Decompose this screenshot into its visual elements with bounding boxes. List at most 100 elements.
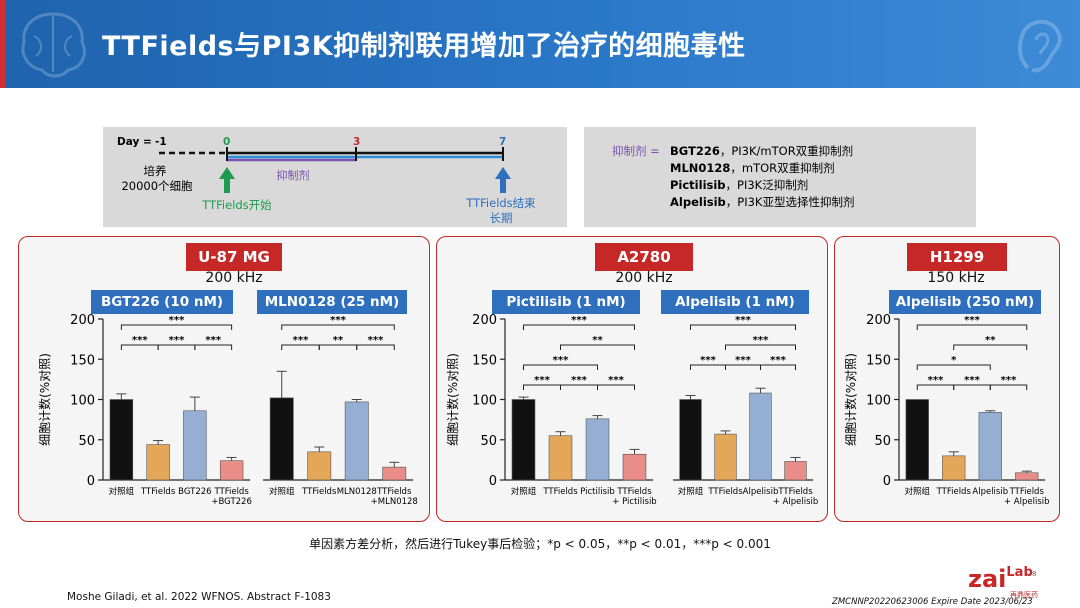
y-tick-label: 50 — [78, 434, 95, 449]
x-tick-label: BGT226 — [178, 487, 211, 497]
significance-bracket — [597, 384, 635, 390]
chart-h1299: 0 50 100 150 200 细胞计数(%对照) 对照组 TTFields Alpelisi… — [843, 313, 1050, 507]
legend-item: MLN0128，mTOR双重抑制剂 — [670, 161, 835, 175]
cell-line-title: A2780 — [595, 243, 693, 271]
bar — [511, 399, 536, 481]
x-tick-label: +BGT226 — [211, 497, 252, 507]
brand-subtitle: 再鼎医药 — [1010, 591, 1038, 599]
significance-bracket — [281, 324, 395, 330]
x-tick-label: + Alpelisib — [773, 497, 819, 507]
bar — [183, 410, 207, 481]
significance-bracket — [916, 364, 991, 370]
bar — [905, 399, 929, 481]
frequency-label: 200 kHz — [205, 270, 263, 286]
y-axis-label: 细胞计数(%对照) — [843, 353, 858, 446]
legend-prefix: 抑制剂 = — [612, 144, 660, 158]
bar — [269, 397, 294, 481]
x-tick-label: Pictilisib — [580, 487, 615, 497]
significance-label: *** — [735, 315, 751, 326]
bar — [978, 412, 1002, 481]
title-banner — [0, 0, 1080, 88]
brand-logo: zaiLab — [968, 565, 1033, 593]
culture-label: 培养 — [144, 164, 167, 178]
drug-label: Pictilisib (1 nM) — [492, 290, 640, 314]
inhibitor-label: 抑制剂 — [277, 168, 310, 182]
drug-label: Alpelisib (250 nM) — [889, 290, 1041, 314]
y-tick-label: 0 — [883, 474, 891, 489]
significance-label: *** — [293, 335, 309, 346]
bar — [679, 399, 702, 481]
page-number: 8 — [1032, 570, 1037, 578]
significance-label: *** — [132, 335, 148, 346]
significance-bracket — [523, 364, 598, 370]
significance-bracket — [120, 324, 233, 330]
significance-label: *** — [330, 315, 346, 326]
bar — [382, 466, 407, 481]
frequency-label: 150 kHz — [927, 270, 985, 286]
significance-label: *** — [571, 375, 587, 386]
x-tick-label: +MLN0128 — [371, 497, 418, 507]
x-tick-label: 对照组 — [678, 486, 704, 497]
x-tick-label: + Pictilisib — [612, 497, 656, 507]
panel-h1299: H1299 150 kHz Alpelisib (250 nM) 0 50 100 1… — [834, 236, 1060, 522]
y-tick-label: 100 — [70, 394, 95, 409]
panel-u87mg: U-87 MG 200 kHz BGT226 (10 nM) MLN0128 (… — [18, 236, 430, 522]
end-arrow-icon — [495, 167, 511, 193]
drug-label: Alpelisib (1 nM) — [661, 290, 809, 314]
slide-title: TTFields与PI3K抑制剂联用增加了治疗的细胞毒性 — [102, 31, 746, 62]
significance-bracket — [690, 324, 796, 330]
x-tick-label: Alpelisib — [743, 487, 779, 497]
y-tick-label: 150 — [70, 353, 95, 368]
y-tick-label: 200 — [70, 313, 95, 328]
bar — [714, 433, 737, 481]
start-label: TTFields开始 — [201, 198, 272, 212]
y-tick-label: 100 — [472, 394, 497, 409]
x-tick-label: 对照组 — [109, 486, 135, 497]
significance-label: *** — [1001, 375, 1017, 386]
legend-item: Alpelisib，PI3K亚型选择性抑制剂 — [670, 195, 854, 209]
y-tick-label: 200 — [472, 313, 497, 328]
significance-bracket — [560, 344, 635, 350]
y-tick-label: 0 — [87, 474, 95, 489]
x-tick-label: TTFields — [213, 487, 249, 497]
y-tick-label: 0 — [489, 474, 497, 489]
significance-label: *** — [169, 315, 185, 326]
frequency-label: 200 kHz — [615, 270, 673, 286]
end-label: TTFields结束 — [465, 196, 536, 210]
x-tick-label: TTFields — [140, 487, 176, 497]
legend-item: Pictilisib，PI3K泛抑制剂 — [670, 178, 808, 192]
experiment-timeline: Day = -1 0 3 7 抑制剂 培养 20000个细胞 TTFields开… — [103, 127, 567, 227]
bar — [548, 435, 573, 481]
bar — [749, 392, 772, 481]
significance-label: *** — [571, 315, 587, 326]
day-3: 3 — [353, 136, 360, 148]
bar — [219, 460, 244, 481]
day-7: 7 — [499, 136, 506, 148]
x-tick-label: TTFields — [542, 487, 578, 497]
day-minus1: -1 — [155, 136, 167, 148]
cell-line-title: U-87 MG — [186, 243, 282, 271]
y-tick-label: 50 — [480, 434, 497, 449]
banner-accent — [0, 0, 6, 88]
significance-label: *** — [169, 335, 185, 346]
drug-label: BGT226 (10 nM) — [91, 290, 233, 314]
x-tick-label: MLN0128 — [337, 487, 377, 497]
y-tick-label: 50 — [874, 434, 891, 449]
bar — [307, 451, 332, 481]
significance-label: ** — [985, 335, 996, 346]
y-axis-label: 细胞计数(%对照) — [445, 353, 460, 446]
start-arrow-icon — [219, 167, 235, 193]
cells-label: 20000个细胞 — [121, 179, 193, 193]
y-axis-label: 细胞计数(%对照) — [37, 353, 52, 446]
x-tick-label: TTFields — [301, 487, 337, 497]
bar — [622, 453, 647, 481]
x-tick-label: TTFields — [616, 487, 652, 497]
significance-bracket — [194, 344, 233, 350]
y-tick-label: 200 — [866, 313, 891, 328]
bar — [942, 455, 966, 481]
significance-bracket — [916, 324, 1028, 330]
significance-label: *** — [928, 375, 944, 386]
bar — [585, 418, 610, 481]
x-tick-label: TTFields — [936, 487, 972, 497]
